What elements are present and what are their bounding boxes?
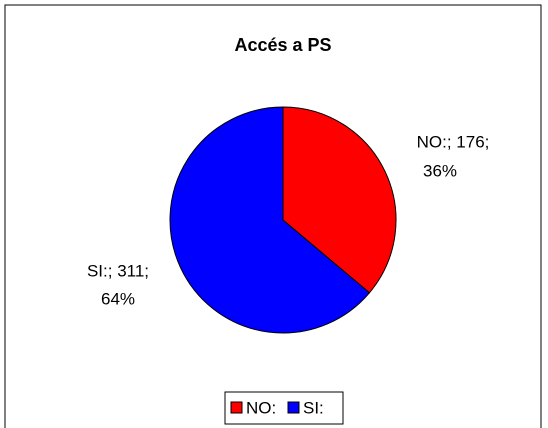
legend-label: NO: [246, 398, 276, 417]
chart-title: Accés a PS [234, 35, 331, 55]
legend-swatch [230, 401, 243, 414]
legend-label: SI: [303, 398, 324, 417]
data-label: 64% [101, 289, 135, 308]
legend-box [224, 391, 344, 425]
pie-slice [282, 106, 397, 294]
legend-swatch [287, 401, 300, 414]
data-label: 36% [423, 161, 457, 180]
data-label: SI:; 311; [87, 261, 149, 280]
data-label: NO:; 176; [417, 132, 490, 151]
pie-slice [169, 106, 371, 334]
